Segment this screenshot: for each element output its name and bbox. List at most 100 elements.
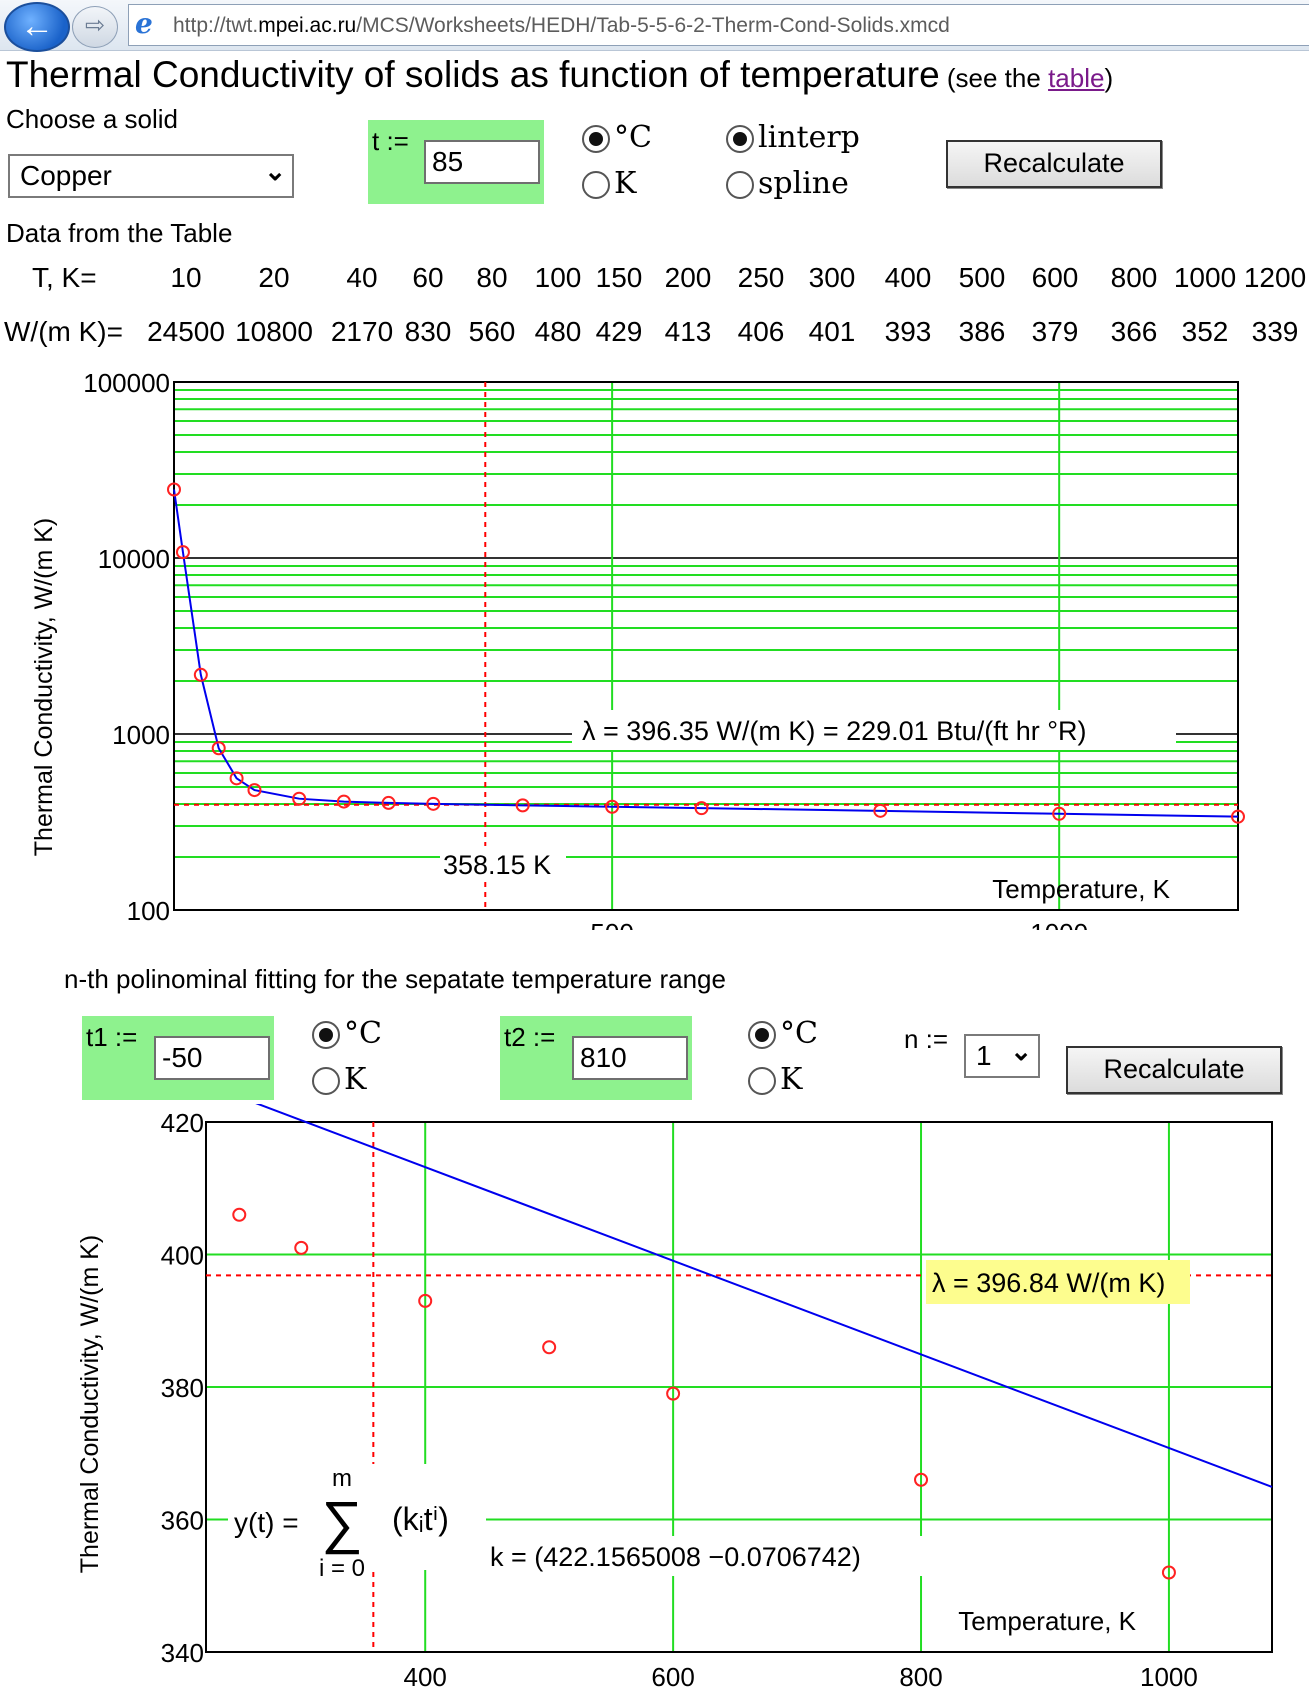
t2-unit-kelvin-radio[interactable]: K	[748, 1062, 802, 1097]
temperature-cell: 800	[1110, 262, 1158, 293]
chart2-frame	[205, 1121, 1273, 1653]
unit-kelvin-radio[interactable]: K	[582, 166, 636, 201]
chart2-y-tick-label: 340	[161, 1638, 204, 1668]
browser-toolbar: ← ⇨ e http://twt.mpei.ac.ru/MCS/Workshee…	[0, 0, 1309, 52]
conductivity-cell: 386	[958, 316, 1006, 347]
formula-bg	[228, 1464, 486, 1570]
chart1-data-point	[211, 741, 226, 756]
chart2-data-point	[1161, 1565, 1176, 1580]
browser-logo-icon: e	[135, 7, 153, 40]
coeffs-bg	[486, 1536, 926, 1576]
chart2-data-point	[666, 1386, 681, 1401]
conductivity-cell: 480	[534, 316, 582, 347]
formula-bottom: i = 0	[319, 1555, 365, 1582]
back-arrow-icon[interactable]: ←	[4, 2, 70, 52]
conductivity-cell: 24500	[147, 316, 225, 347]
n-label: n :=	[904, 1024, 949, 1054]
chart1-xlabel: Temperature, K	[992, 874, 1170, 904]
chart2-y-tick-label: 380	[161, 1373, 204, 1403]
section2-heading: n-th polinominal fitting for the sepatat…	[64, 964, 726, 994]
chevron-down-icon: ⌄	[264, 156, 286, 186]
conductivity-cell: 401	[808, 316, 856, 347]
chart1-y-tick-label: 1000	[112, 720, 170, 750]
table-heading: Data from the Table	[6, 218, 233, 248]
chart1-annotation-bg	[572, 710, 1176, 750]
polynomial-fit-chart: Thermal Conductivity, W/(m K) 420 400 380 3…	[76, 1104, 1273, 1692]
chart1-ylabel: Thermal Conductivity, W/(m K)	[30, 518, 58, 856]
t-input[interactable]: 85	[424, 140, 540, 184]
page-title: Thermal Conductivity of solids as functi…	[6, 54, 1114, 95]
chart2-y-tick-label: 360	[161, 1506, 204, 1536]
t1-input[interactable]: -50	[154, 1036, 270, 1080]
t1-label: t1 :=	[86, 1022, 138, 1052]
conductivity-cell: 413	[664, 316, 712, 347]
chart2-ylabel: Thermal Conductivity, W/(m K)	[76, 1235, 104, 1573]
temperature-cell: 1200	[1243, 262, 1307, 293]
conductivity-cell: 429	[595, 316, 643, 347]
temperature-cell: 100	[534, 262, 582, 293]
t-input-group: t := 85	[368, 120, 544, 204]
chart2-y-tick-label: 400	[161, 1241, 204, 1271]
t-label: t :=	[372, 126, 409, 156]
chart2-x-tick-label: 1000	[1140, 1662, 1198, 1692]
choose-solid-label: Choose a solid	[6, 104, 178, 134]
temperature-cell: 300	[808, 262, 856, 293]
interp-spline-radio[interactable]: spline	[726, 166, 849, 201]
table-link[interactable]: table	[1048, 63, 1105, 93]
chart1-data-point	[167, 482, 181, 497]
n-select[interactable]: 1 ⌄	[964, 1034, 1040, 1078]
temperature-cell: 400	[884, 262, 932, 293]
temperature-cell: 500	[958, 262, 1006, 293]
chart1-x-tick-label: 500	[590, 918, 633, 930]
recalculate-fit-button[interactable]: Recalculate	[1066, 1046, 1282, 1094]
solid-select[interactable]: Copper ⌄	[8, 154, 294, 198]
temperature-cell: 40	[346, 262, 378, 293]
temperature-cell: 600	[1031, 262, 1079, 293]
forward-arrow-icon[interactable]: ⇨	[72, 6, 118, 48]
chart1-x-tick-label: 1000	[1030, 918, 1088, 930]
t2-input-group: t2 := 810	[500, 1016, 692, 1100]
chart2-x-tick-label: 800	[899, 1662, 942, 1692]
chart1-data-point	[605, 799, 620, 814]
chart1-data-point	[193, 667, 208, 682]
chart1-data-point	[873, 803, 888, 818]
chart1-data-point	[694, 801, 709, 816]
t1-unit-kelvin-radio[interactable]: K	[312, 1062, 366, 1097]
conductivity-cell: 352	[1181, 316, 1229, 347]
conductivity-cell: 366	[1110, 316, 1158, 347]
chart1-data-point	[247, 783, 262, 798]
formula-term: (kᵢtⁱ)	[392, 1501, 449, 1537]
chart1-data-point	[336, 794, 351, 809]
formula-lhs: y(t) =	[234, 1507, 299, 1538]
conductivity-cell: 406	[737, 316, 785, 347]
t1-unit-celsius-radio[interactable]: °C	[312, 1016, 382, 1051]
temperature-cell: 80	[476, 262, 508, 293]
chart1-y-tick-label: 100	[127, 896, 170, 926]
chart1-data-point	[381, 795, 396, 810]
t2-input[interactable]: 810	[572, 1036, 688, 1080]
unit-celsius-radio[interactable]: °C	[582, 120, 652, 155]
chart1-marker-label-bg	[440, 846, 566, 882]
chart2-data-point	[914, 1472, 929, 1487]
conductivity-cell: 379	[1031, 316, 1079, 347]
chart1-y-tick-label: 10000	[98, 544, 170, 574]
temperature-row-label: T, K=	[32, 262, 97, 293]
temperature-cell: 150	[595, 262, 643, 293]
address-bar[interactable]: e http://twt.mpei.ac.ru/MCS/Worksheets/H…	[128, 4, 1309, 46]
conductivity-cell: 339	[1251, 316, 1299, 347]
conductivity-log-chart: Thermal Conductivity, W/(m K) 100000 1000…	[30, 368, 1245, 930]
coeffs-text: k = (422.1565008 −0.0706742)	[490, 1542, 861, 1572]
temperature-cell: 250	[737, 262, 785, 293]
chart2-y-tick-label: 420	[161, 1108, 204, 1138]
t2-unit-celsius-radio[interactable]: °C	[748, 1016, 818, 1051]
interp-linear-radio[interactable]: linterp	[726, 120, 860, 155]
conductivity-cell: 2170	[330, 316, 394, 347]
t1-input-group: t1 := -50	[82, 1016, 274, 1100]
chart2-data-point	[418, 1293, 433, 1308]
recalculate-button[interactable]: Recalculate	[946, 140, 1162, 188]
chart1-data-point	[426, 796, 441, 811]
conductivity-row-label: W/(m K)=	[4, 316, 123, 347]
chart1-data-point	[515, 798, 530, 813]
chart1-data-point	[175, 545, 190, 560]
temperature-cell: 60	[412, 262, 444, 293]
